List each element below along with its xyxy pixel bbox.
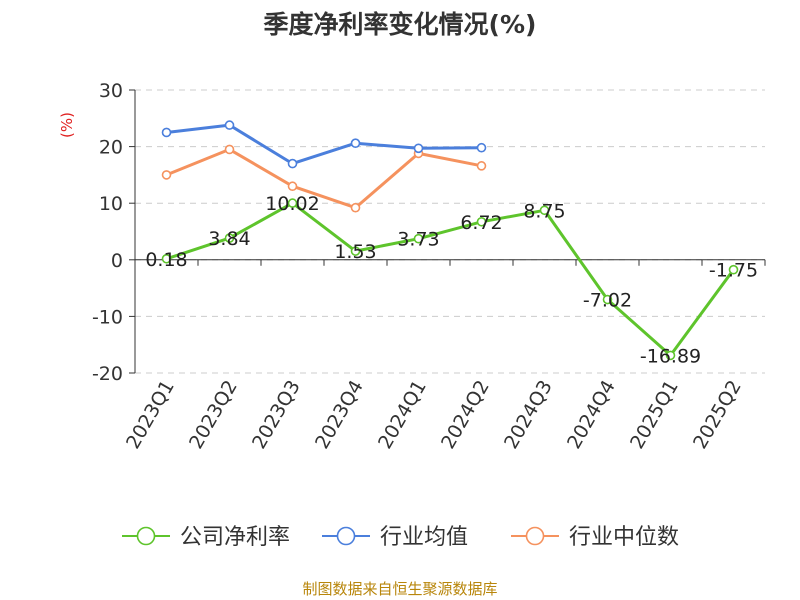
series-line [166, 123, 482, 166]
x-tick-label: 2024Q3 [500, 377, 557, 453]
y-tick-label: 30 [99, 80, 123, 102]
x-tick-label: 2024Q2 [437, 377, 494, 453]
series-line [165, 147, 482, 210]
data-point [161, 253, 172, 264]
chart-title: 季度净利率变化情况(%) [263, 10, 537, 39]
x-tick-label: 2023Q2 [185, 377, 242, 453]
data-point [287, 181, 298, 192]
data-label: 0.18 [145, 249, 187, 271]
data-point [476, 216, 487, 227]
x-tick-label: 2023Q3 [248, 377, 305, 453]
data-point [539, 205, 550, 216]
data-point [287, 158, 298, 169]
legend-label: 行业均值 [380, 525, 468, 550]
data-label: -16.89 [640, 345, 701, 367]
data-point [224, 120, 235, 130]
data-point [224, 144, 235, 155]
y-tick-label: -10 [92, 306, 123, 328]
data-point [287, 198, 298, 208]
x-tick-label: 2025Q2 [689, 377, 746, 453]
data-point [350, 202, 361, 213]
legend-marker [525, 526, 545, 546]
data-label: 3.84 [208, 228, 250, 250]
data-point [476, 142, 487, 153]
series-line [166, 201, 735, 357]
data-label: 8.75 [523, 200, 565, 222]
data-point [665, 350, 676, 361]
data-label: -7.02 [583, 290, 632, 312]
data-point [602, 294, 613, 305]
data-label: 10.02 [265, 193, 319, 215]
y-tick-label: 0 [111, 250, 123, 272]
data-point [161, 170, 172, 180]
x-tick-label: 2023Q4 [311, 377, 368, 453]
data-label: 3.73 [397, 229, 439, 251]
y-tick-label: 20 [99, 137, 123, 159]
legend-marker [136, 526, 156, 546]
data-label: -1.75 [709, 260, 758, 282]
data-point [728, 264, 739, 275]
data-point [224, 233, 235, 243]
data-point [413, 233, 424, 244]
data-point [350, 138, 361, 149]
legend-marker [336, 526, 356, 546]
legend-label: 行业中位数 [569, 525, 679, 550]
data-label: 6.72 [460, 212, 502, 234]
x-tick-label: 2023Q1 [122, 377, 179, 453]
legend-label: 公司净利率 [180, 525, 290, 550]
y-axis-unit-label: (%) [58, 112, 76, 138]
source-note: 制图数据来自恒生聚源数据库 [302, 580, 498, 598]
x-tick-label: 2025Q1 [626, 377, 683, 453]
x-tick-label: 2024Q4 [563, 377, 620, 453]
y-tick-label: -20 [92, 363, 123, 385]
data-point [161, 127, 172, 138]
y-tick-label: 10 [99, 193, 123, 215]
data-point [413, 143, 424, 154]
x-tick-label: 2024Q1 [374, 377, 431, 453]
data-point [350, 246, 361, 256]
data-label: 1.53 [334, 241, 376, 263]
data-point [476, 161, 487, 171]
